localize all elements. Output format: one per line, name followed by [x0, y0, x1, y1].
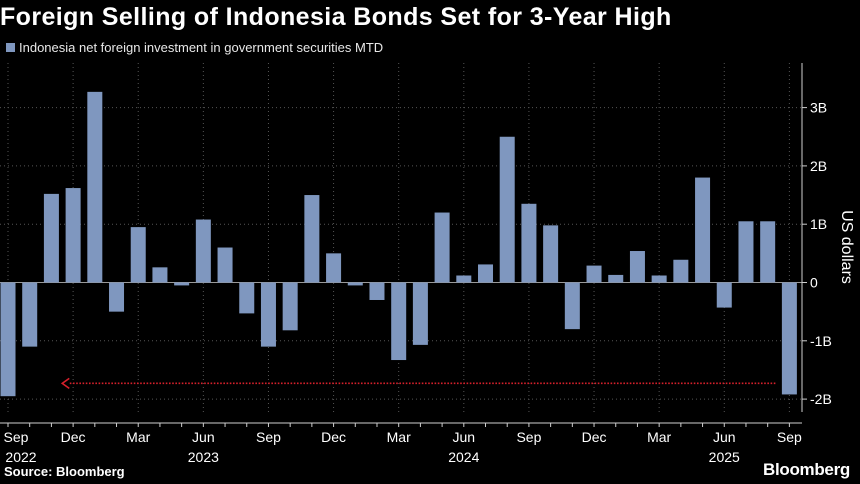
bar [478, 264, 494, 283]
bar [130, 227, 146, 283]
bar [673, 259, 689, 283]
x-tick-label: Mar [126, 429, 150, 445]
bar [43, 193, 59, 283]
bar [347, 282, 363, 286]
bar [651, 275, 667, 283]
bar [65, 188, 81, 283]
bar [456, 275, 472, 283]
bar [326, 253, 342, 283]
bar [412, 282, 428, 345]
x-year-label: 2023 [188, 449, 219, 465]
y-axis-label-container: US dollars [835, 202, 857, 292]
y-tick-label: 0 [810, 275, 818, 291]
bar [369, 282, 385, 300]
y-tick-label: -2B [810, 391, 832, 407]
bar [608, 274, 624, 283]
bar [152, 267, 168, 283]
x-tick-label: Mar [647, 429, 671, 445]
x-year-label: 2025 [709, 449, 740, 465]
bar [564, 282, 580, 330]
bar [22, 282, 38, 347]
legend-swatch [6, 43, 15, 52]
x-tick-label: Dec [321, 429, 346, 445]
x-tick-label: Sep [256, 429, 281, 445]
bar [174, 282, 190, 286]
bar [260, 282, 276, 347]
bar [109, 282, 125, 312]
chart-title: Foreign Selling of Indonesia Bonds Set f… [0, 3, 672, 31]
x-tick-label: Jun [453, 429, 476, 445]
y-axis-label: US dollars [838, 210, 855, 284]
bar [521, 203, 537, 283]
bar [304, 195, 320, 283]
y-tick-label: 2B [810, 158, 827, 174]
bar [282, 282, 298, 331]
bar [87, 91, 103, 283]
y-tick-label: 1B [810, 216, 827, 232]
x-tick-label: Sep [516, 429, 541, 445]
reference-arrow-head [60, 377, 70, 390]
bar [499, 136, 515, 283]
x-tick-label: Jun [713, 429, 736, 445]
bar [716, 282, 732, 308]
y-tick-label: 3B [810, 100, 827, 116]
bar [434, 212, 450, 283]
x-year-label: 2024 [448, 449, 479, 465]
bar [217, 247, 233, 283]
legend: Indonesia net foreign investment in gove… [6, 40, 383, 55]
bar [781, 282, 797, 395]
y-tick-label: -1B [810, 333, 832, 349]
x-tick-label: Jun [192, 429, 215, 445]
bar [391, 282, 407, 361]
x-tick-label: Dec [582, 429, 607, 445]
source-note: Source: Bloomberg [4, 464, 125, 479]
bar [586, 265, 602, 283]
bar [0, 282, 16, 397]
x-tick-label: Sep [777, 429, 802, 445]
x-year-label: 2022 [5, 449, 36, 465]
bar [738, 221, 754, 283]
bar [195, 219, 211, 283]
bar [239, 282, 255, 314]
x-tick-label: Sep [4, 429, 29, 445]
x-tick-label: Mar [387, 429, 411, 445]
bar [543, 225, 559, 283]
x-tick-label: Dec [61, 429, 86, 445]
bloomberg-logo: Bloomberg [762, 460, 850, 479]
bar [695, 177, 711, 283]
legend-label: Indonesia net foreign investment in gove… [19, 40, 384, 55]
bar [629, 251, 645, 283]
bar [760, 221, 776, 283]
